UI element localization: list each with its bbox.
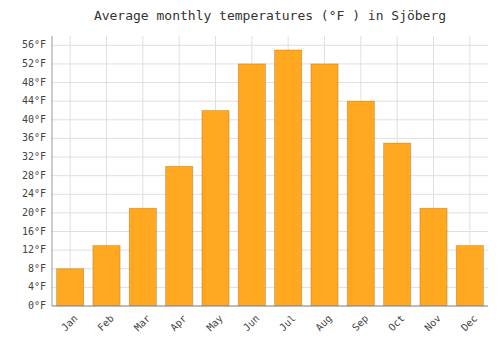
axes: 0°F 4°F 8°F 12°F 16°F 20°F 24°F 28°F 32°F 36°F 40°… [22, 39, 46, 311]
bars [57, 50, 484, 306]
y-tick-label: 0°F [28, 300, 46, 311]
bar [311, 64, 338, 306]
y-tick-label: 56°F [22, 39, 46, 50]
bar [129, 208, 156, 306]
x-tick-label: Nov [422, 313, 443, 334]
x-tick-label: Aug [313, 313, 334, 334]
y-tick-label: 32°F [22, 151, 46, 162]
y-grid-line [52, 101, 488, 102]
x-tick-label: May [204, 313, 225, 334]
y-grid-line [52, 157, 488, 158]
y-tick-label: 24°F [22, 188, 46, 199]
y-tick-label: 44°F [22, 95, 46, 106]
y-grid-line [52, 306, 488, 307]
y-axis-line [52, 36, 53, 306]
y-tick-label: 8°F [28, 263, 46, 274]
bar [275, 50, 302, 306]
y-tick-label: 4°F [28, 281, 46, 292]
bar [456, 245, 483, 306]
chart-container: 0°F 4°F 8°F 12°F 16°F 20°F 24°F 28°F 32°F 36°F 40°… [0, 0, 500, 350]
bar [57, 269, 84, 306]
x-tick-label: Jun [241, 313, 262, 334]
bar [347, 101, 374, 306]
x-tick-label: Apr [168, 313, 189, 334]
x-tick-label: Feb [95, 313, 116, 334]
y-tick-label: 40°F [22, 114, 46, 125]
x-tick-label: Dec [459, 313, 480, 334]
chart-svg: 0°F 4°F 8°F 12°F 16°F 20°F 24°F 28°F 32°F 36°F 40°… [0, 0, 500, 350]
x-axis-line [52, 306, 488, 307]
y-grid-line [52, 63, 488, 64]
bar [166, 166, 193, 306]
y-grid-line [52, 82, 488, 83]
bar [202, 110, 229, 306]
chart-title: Average monthly temperatures (°F ) in Sj… [94, 8, 446, 23]
x-tick-label: Jan [59, 313, 80, 334]
y-tick-label: 16°F [22, 226, 46, 237]
bar [420, 208, 447, 306]
y-grid-line [52, 194, 488, 195]
y-tick-label: 28°F [22, 170, 46, 181]
y-grid-line [52, 175, 488, 176]
bar [93, 245, 120, 306]
y-tick-label: 20°F [22, 207, 46, 218]
y-tick-label: 48°F [22, 77, 46, 88]
x-tick-label: Sep [350, 313, 371, 334]
y-tick-label: 52°F [22, 58, 46, 69]
bar [238, 64, 265, 306]
x-tick-label: Mar [132, 313, 153, 334]
x-tick-label: Oct [386, 313, 407, 334]
y-tick-label: 36°F [22, 132, 46, 143]
y-grid-line [52, 119, 488, 120]
x-tick-label: Jul [277, 313, 298, 334]
x-grid-line [70, 36, 71, 306]
y-tick-label: 12°F [22, 244, 46, 255]
bar [384, 143, 411, 306]
y-grid-line [52, 138, 488, 139]
y-grid-line [52, 45, 488, 46]
grid [52, 36, 488, 306]
